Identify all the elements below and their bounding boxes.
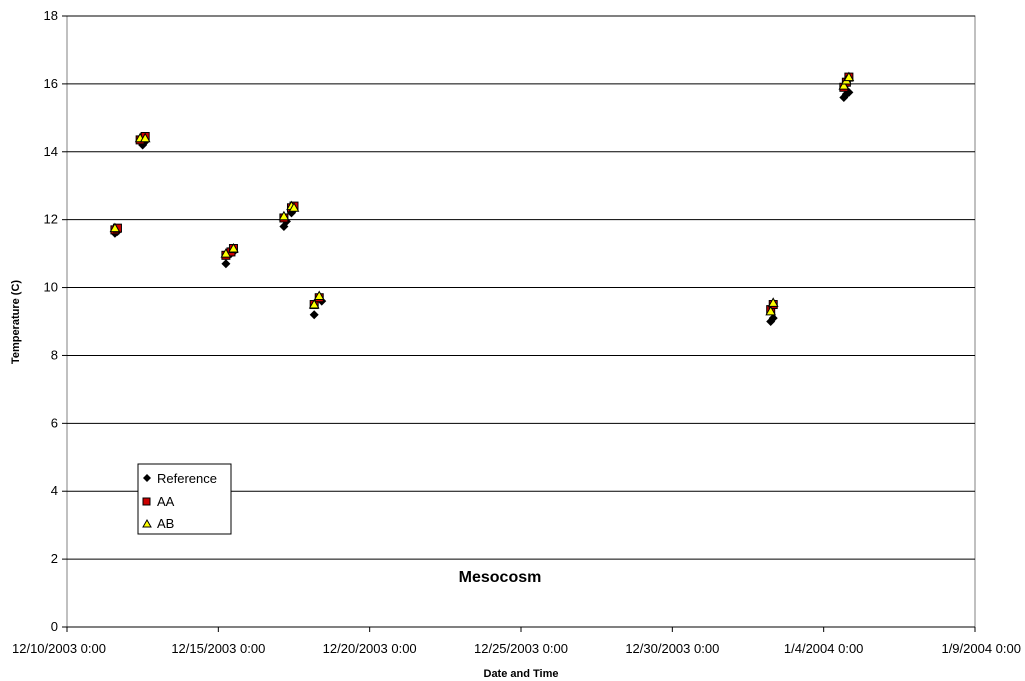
data-point bbox=[768, 313, 778, 323]
legend-marker-reference bbox=[143, 474, 151, 482]
y-axis: 0 2 4 6 8 10 12 14 16 18 bbox=[44, 8, 67, 634]
data-point bbox=[139, 132, 151, 143]
legend-item-reference: Reference bbox=[143, 471, 217, 486]
y-tick-label: 18 bbox=[44, 8, 58, 23]
data-point bbox=[220, 248, 232, 258]
y-tick-label: 2 bbox=[51, 551, 58, 566]
data-point bbox=[278, 210, 290, 221]
chart-annotation: Mesocosm bbox=[459, 569, 542, 586]
x-axis: 12/10/2003 0:00 12/15/2003 0:00 12/20/2003… bbox=[12, 626, 1021, 656]
data-points bbox=[109, 71, 855, 326]
legend-label-aa: AA bbox=[157, 494, 175, 509]
y-tick-label: 12 bbox=[44, 212, 58, 227]
x-tick-label: 1/4/2004 0:00 bbox=[784, 641, 864, 656]
data-point bbox=[309, 310, 319, 320]
y-tick-label: 10 bbox=[44, 280, 58, 295]
x-tick-label: 12/20/2003 0:00 bbox=[323, 641, 417, 656]
legend-label-ab: AB bbox=[157, 516, 174, 531]
x-tick-label: 12/15/2003 0:00 bbox=[171, 641, 265, 656]
x-tick-label: 12/25/2003 0:00 bbox=[474, 641, 568, 656]
data-point bbox=[843, 71, 855, 82]
y-tick-label: 6 bbox=[51, 415, 58, 430]
data-point bbox=[765, 305, 777, 316]
data-point bbox=[838, 80, 850, 90]
legend-marker-aa bbox=[142, 497, 151, 506]
data-point bbox=[228, 242, 239, 253]
data-point bbox=[288, 202, 300, 212]
y-tick-label: 14 bbox=[44, 144, 58, 159]
x-axis-title: Date and Time bbox=[484, 668, 559, 680]
data-point bbox=[221, 259, 231, 269]
x-tick-label: 12/10/2003 0:00 bbox=[12, 641, 106, 656]
x-tick-label: 1/9/2004 0:00 bbox=[941, 641, 1021, 656]
legend: Reference AA AB bbox=[137, 463, 232, 535]
data-point bbox=[767, 297, 779, 307]
y-axis-title: Temperature (C) bbox=[10, 280, 22, 364]
data-point bbox=[308, 299, 320, 309]
y-tick-label: 4 bbox=[51, 483, 58, 498]
y-tick-label: 8 bbox=[51, 347, 58, 362]
legend-item-ab: AB bbox=[142, 516, 174, 531]
x-tick-label: 12/30/2003 0:00 bbox=[625, 641, 719, 656]
data-point bbox=[109, 222, 121, 233]
y-tick-label: 16 bbox=[44, 76, 58, 91]
legend-marker-ab bbox=[142, 518, 152, 528]
data-point bbox=[313, 290, 325, 301]
legend-label-reference: Reference bbox=[157, 471, 217, 486]
legend-item-aa: AA bbox=[142, 494, 175, 509]
legend-box bbox=[137, 463, 232, 535]
plot-area bbox=[66, 15, 976, 628]
series-ab bbox=[109, 71, 855, 316]
y-tick-label: 0 bbox=[51, 619, 58, 634]
